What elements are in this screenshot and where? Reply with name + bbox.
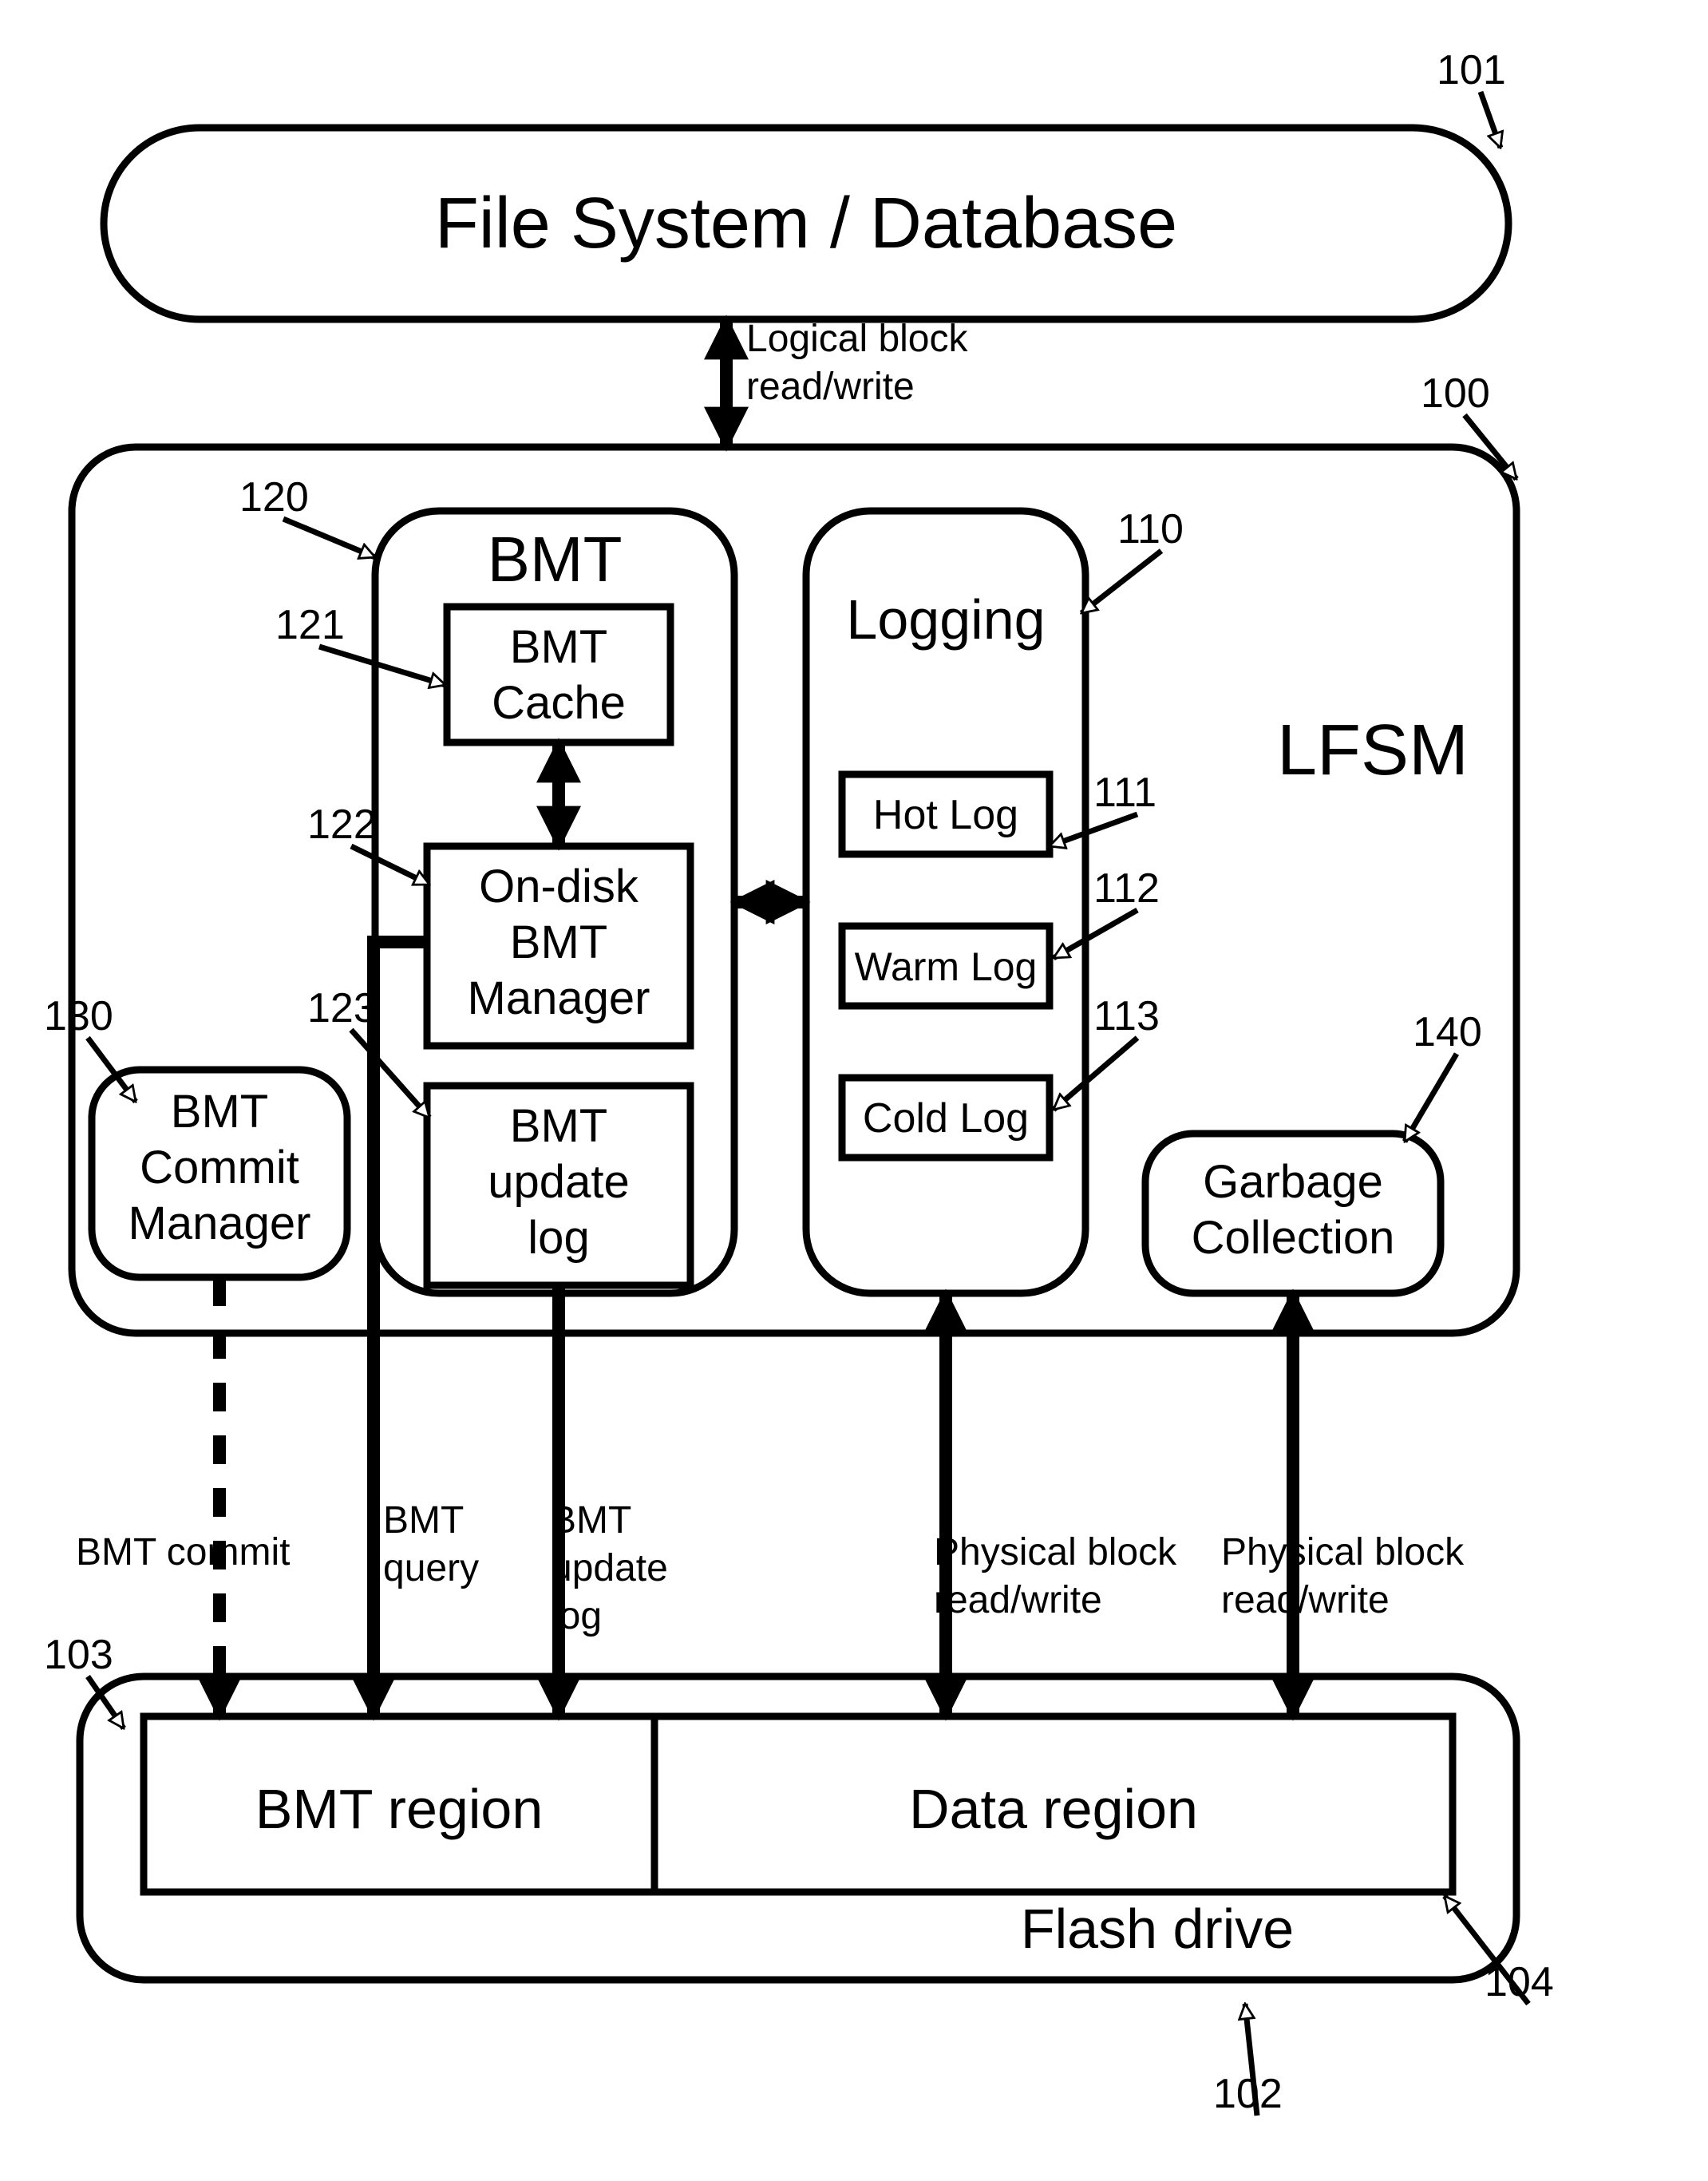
edge-label: BMT commit (76, 1531, 290, 1573)
callout-number: 130 (44, 993, 113, 1039)
block-label: LFSM (1277, 711, 1469, 790)
callout-number: 110 (1117, 506, 1184, 552)
edge-label: log (551, 1595, 602, 1637)
callout-number: 123 (307, 985, 377, 1031)
callout-number: 100 (1421, 370, 1490, 417)
edge-label: read/write (1221, 1579, 1390, 1621)
block-label: Hot Log (873, 792, 1018, 838)
block-label: BMT (510, 916, 607, 968)
block-label: update (488, 1156, 629, 1208)
block-label: Manager (468, 972, 650, 1024)
callout-number: 102 (1213, 2071, 1283, 2117)
block-label: Collection (1192, 1212, 1395, 1264)
region-label: BMT region (255, 1778, 544, 1840)
block-label: Manager (128, 1197, 311, 1249)
block-label: Garbage (1203, 1156, 1383, 1208)
block-label: BMT (488, 524, 623, 595)
callout-number: 112 (1093, 865, 1160, 912)
edge-label: BMT (551, 1499, 631, 1542)
block-label: Cold Log (863, 1095, 1029, 1142)
callout-number: 104 (1485, 1959, 1554, 2005)
block-label: log (528, 1212, 589, 1264)
callout-number: 111 (1093, 770, 1156, 816)
block-label: Flash drive (1021, 1898, 1294, 1960)
block-label: Commit (140, 1142, 299, 1193)
callout-number: 103 (44, 1632, 113, 1678)
block-label: BMT (171, 1086, 268, 1138)
block-label: On-disk (479, 861, 639, 912)
callout-number: 122 (307, 802, 377, 848)
callout-number: 120 (239, 474, 309, 521)
callout-leader (1481, 92, 1500, 148)
block-label: Cache (492, 677, 626, 729)
block-label: Warm Log (855, 944, 1038, 989)
block-label: File System / Database (435, 184, 1177, 263)
edge-label: read/write (934, 1579, 1102, 1621)
edge-label: Physical block (1221, 1531, 1465, 1573)
callout-number: 140 (1413, 1009, 1482, 1055)
edge-label: Logical block (746, 318, 969, 360)
callout-number: 101 (1437, 47, 1506, 93)
edge-label: read/write (746, 366, 915, 408)
edge-label: Physical block (934, 1531, 1177, 1573)
block-label: BMT (510, 621, 607, 673)
block-label: Logging (846, 588, 1045, 651)
edge-label: BMT (383, 1499, 464, 1542)
region-label: Data region (909, 1778, 1198, 1840)
callout-number: 121 (275, 602, 345, 648)
block-label: BMT (510, 1100, 607, 1152)
edge-label: update (551, 1547, 668, 1589)
edge-label: query (383, 1547, 479, 1589)
callout-number: 113 (1093, 993, 1160, 1039)
